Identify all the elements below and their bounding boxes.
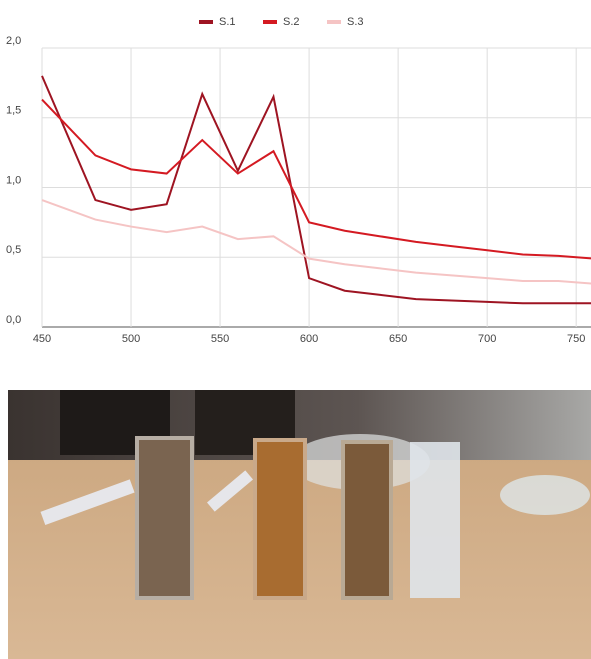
series-line	[42, 100, 591, 259]
y-tick-label: 1,0	[6, 174, 21, 186]
page: 0,0 0,5 1,0 1,5 2,0 450 500 550 600 650 700 750 S.1 S…	[0, 0, 591, 659]
photo	[8, 390, 591, 659]
legend-swatch	[327, 20, 341, 24]
legend-label: S.2	[283, 16, 300, 28]
x-tick-label: 650	[389, 333, 407, 345]
y-tick-label: 1,5	[6, 105, 21, 117]
x-tick-label: 450	[33, 333, 51, 345]
y-tick-label: 0,5	[6, 244, 21, 256]
x-tick-label: 500	[122, 333, 140, 345]
series-line	[42, 76, 591, 303]
legend-swatch	[199, 20, 213, 24]
y-tick-label: 2,0	[6, 35, 21, 47]
y-tick-label: 0,0	[6, 314, 21, 326]
x-tick-label: 750	[567, 333, 585, 345]
x-tick-label: 700	[478, 333, 496, 345]
x-tick-label: 550	[211, 333, 229, 345]
legend-swatch	[263, 20, 277, 24]
chart: 0,0 0,5 1,0 1,5 2,0 450 500 550 600 650 700 750 S.1 S…	[6, 16, 591, 345]
legend-label: S.1	[219, 16, 236, 28]
series-line	[42, 200, 591, 284]
x-tick-label: 600	[300, 333, 318, 345]
legend-label: S.3	[347, 16, 364, 28]
